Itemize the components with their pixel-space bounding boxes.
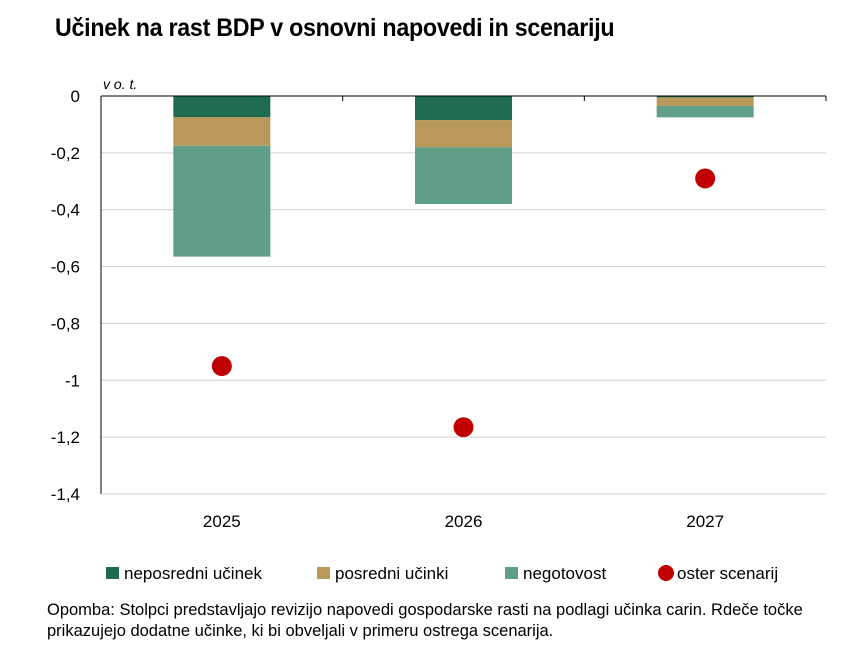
legend-swatch — [505, 567, 518, 579]
legend-label: oster scenarij — [677, 564, 778, 583]
bar-segment — [173, 96, 271, 118]
legend-label: neposredni učinek — [124, 564, 262, 583]
footnote: Opomba: Stolpci predstavljajo revizijo n… — [47, 601, 803, 640]
bar-segment — [173, 145, 271, 257]
x-tick-label: 2026 — [445, 512, 483, 531]
bar-segment — [656, 96, 754, 98]
legend-label: posredni učinki — [335, 564, 448, 583]
y-tick-label: -1 — [65, 371, 80, 390]
chart-svg: 0 -0,2 -0,4 -0,6 -0,8 -1 -1,2 -1,4 v o. t. 2025… — [51, 76, 827, 583]
bar-segment — [415, 120, 512, 148]
scenario-point — [453, 417, 474, 438]
legend-swatch — [106, 567, 119, 579]
y-tick-label: -0,8 — [51, 314, 80, 333]
bar-segment — [415, 96, 512, 121]
scenario-points — [211, 168, 716, 438]
y-axis-ticks: 0 -0,2 -0,4 -0,6 -0,8 -1 -1,2 -1,4 — [51, 87, 80, 504]
legend-label: negotovost — [523, 564, 606, 583]
y-tick-label: -0,6 — [51, 258, 80, 277]
legend-marker — [658, 565, 674, 581]
x-tick-label: 2025 — [203, 512, 241, 531]
y-tick-label: -0,2 — [51, 144, 80, 163]
legend: neposredni učinek posredni učinki negotovo… — [106, 564, 778, 583]
scenario-point — [211, 356, 232, 377]
y-tick-label: -1,2 — [51, 428, 80, 447]
unit-label: v o. t. — [103, 76, 137, 92]
axes — [100, 95, 827, 495]
chart-title: Učinek na rast BDP v osnovni napovedi in… — [55, 14, 615, 42]
y-tick-label: 0 — [71, 87, 80, 106]
legend-swatch — [317, 567, 330, 579]
bar-segment — [656, 105, 754, 118]
scenario-point — [695, 168, 716, 189]
y-tick-label: -1,4 — [51, 485, 80, 504]
bar-segment — [656, 97, 754, 106]
x-axis-ticks: 2025 2026 2027 — [203, 512, 724, 531]
bar-segment — [173, 117, 271, 146]
x-tick-label: 2027 — [686, 512, 724, 531]
bars — [173, 96, 754, 257]
y-tick-label: -0,4 — [51, 201, 80, 220]
bar-segment — [415, 147, 512, 205]
